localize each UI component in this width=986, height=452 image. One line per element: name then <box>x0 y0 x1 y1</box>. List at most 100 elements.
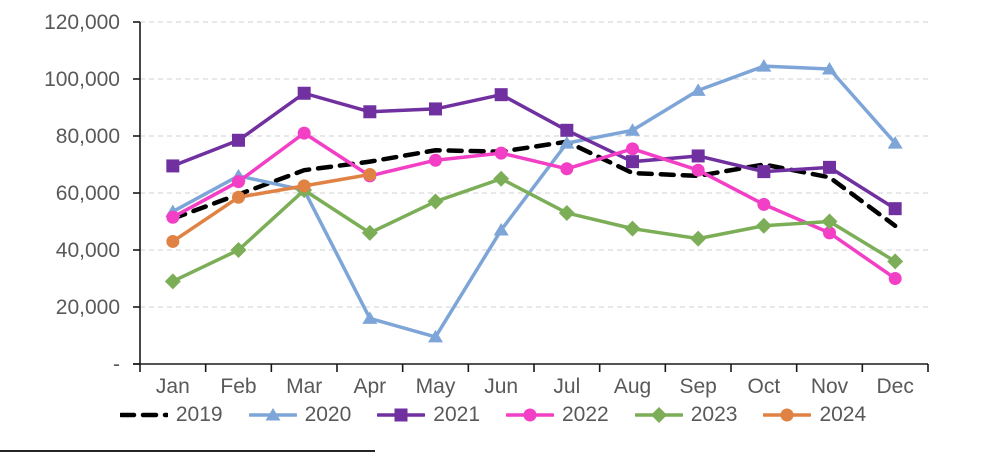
data-point-square <box>166 159 180 173</box>
data-point-triangle <box>493 223 509 236</box>
data-point-circle <box>232 190 245 204</box>
data-point-diamond <box>624 220 641 237</box>
series-2022 <box>166 126 902 285</box>
x-axis-tick-label: Nov <box>811 375 849 398</box>
legend-sample-2023 <box>634 406 683 423</box>
data-point-diamond <box>887 253 904 270</box>
x-axis-tick-label: Jul <box>553 375 580 398</box>
legend-item-2020: 2020 <box>248 403 352 426</box>
series-line <box>171 64 897 339</box>
data-point-diamond <box>230 242 247 258</box>
data-point-diamond <box>493 170 510 187</box>
data-point-circle <box>523 408 537 421</box>
y-axis-tick-label: 80,000 <box>56 125 120 148</box>
data-point-square <box>757 165 771 179</box>
data-point-circle <box>888 272 902 285</box>
data-point-triangle <box>887 136 903 149</box>
legend-label-2020: 2020 <box>304 403 352 426</box>
legend-label-2021: 2021 <box>433 403 480 426</box>
data-point-circle <box>429 153 442 167</box>
data-point-square <box>429 102 442 116</box>
series-2019 <box>170 139 898 229</box>
data-point-square <box>626 155 639 169</box>
legend-sample-2024 <box>763 408 812 421</box>
data-point-triangle <box>265 407 281 420</box>
series-2023 <box>164 170 904 290</box>
series-line <box>171 131 897 281</box>
y-axis-tick-label: 20,000 <box>56 296 120 319</box>
data-point-diamond <box>650 406 667 423</box>
data-point-circle <box>494 146 508 160</box>
data-point-square <box>691 149 705 163</box>
legend-item-2019: 2019 <box>119 403 223 426</box>
data-point-triangle <box>822 62 837 75</box>
x-axis-tick-label: Feb <box>220 375 256 398</box>
chart-legend: 2019 2020 2021 2022 2023 2024 <box>0 404 986 425</box>
series-line <box>170 139 898 229</box>
x-axis-tick-label: Apr <box>353 375 386 398</box>
bottom-edge-line <box>0 450 375 452</box>
data-point-circle <box>363 167 377 181</box>
data-point-circle <box>823 226 836 240</box>
x-axis-tick-label: Mar <box>286 375 322 398</box>
data-point-square <box>363 105 377 119</box>
y-axis-tick-label: 60,000 <box>56 182 120 205</box>
legend-label-2023: 2023 <box>690 403 738 426</box>
data-point-square <box>297 86 311 100</box>
legend-item-2022: 2022 <box>506 404 609 425</box>
data-point-circle <box>297 126 311 140</box>
legend-label-2022: 2022 <box>562 403 609 426</box>
x-axis-tick-label: Jun <box>484 375 518 398</box>
y-axis-tick-label: - <box>113 353 120 376</box>
legend-sample-2020 <box>248 407 297 420</box>
data-point-square <box>823 160 836 174</box>
data-point-diamond <box>164 273 181 290</box>
legend-sample-2021 <box>377 408 426 421</box>
data-point-diamond <box>427 193 444 210</box>
series-line <box>171 172 372 244</box>
series-line <box>171 177 897 284</box>
data-point-diamond <box>361 224 378 241</box>
data-point-diamond <box>755 217 772 234</box>
y-axis-tick-label: 40,000 <box>56 239 120 262</box>
legend-item-2023: 2023 <box>634 403 738 426</box>
data-point-circle <box>691 163 705 177</box>
series-2020 <box>165 59 903 343</box>
y-axis-tick-label: 100,000 <box>44 68 120 91</box>
data-point-triangle <box>362 311 378 324</box>
data-point-circle <box>232 175 245 189</box>
data-point-circle <box>626 142 639 156</box>
data-point-square <box>560 123 574 137</box>
data-point-triangle <box>690 83 706 96</box>
data-point-triangle <box>559 136 575 149</box>
legend-sample-2022 <box>506 408 554 421</box>
series-2024 <box>166 167 377 248</box>
data-point-square <box>494 88 508 102</box>
x-axis-tick-label: Aug <box>614 375 651 398</box>
series-2021 <box>166 86 902 216</box>
data-point-square <box>394 408 408 421</box>
legend-item-2021: 2021 <box>377 404 480 425</box>
data-point-triangle <box>756 59 772 72</box>
data-point-diamond <box>821 213 838 230</box>
data-point-circle <box>297 179 311 193</box>
x-axis-tick-label: Oct <box>747 375 780 398</box>
x-axis-tick-label: May <box>416 375 456 398</box>
x-axis-tick-label: Dec <box>876 375 913 398</box>
data-point-circle <box>166 210 180 224</box>
series-line <box>171 91 897 211</box>
data-point-circle <box>560 162 574 176</box>
x-axis-tick-label: Sep <box>679 375 716 398</box>
legend-label-2024: 2024 <box>819 403 867 426</box>
legend-label-2019: 2019 <box>175 403 223 426</box>
legend-sample-2019 <box>119 412 168 417</box>
data-point-square <box>888 202 902 216</box>
data-point-square <box>232 133 245 147</box>
data-point-triangle <box>428 329 443 343</box>
data-point-circle <box>166 234 180 248</box>
data-point-diamond <box>558 204 575 221</box>
data-point-circle <box>757 197 771 211</box>
legend-item-2024: 2024 <box>763 404 866 425</box>
data-point-circle <box>780 408 794 421</box>
